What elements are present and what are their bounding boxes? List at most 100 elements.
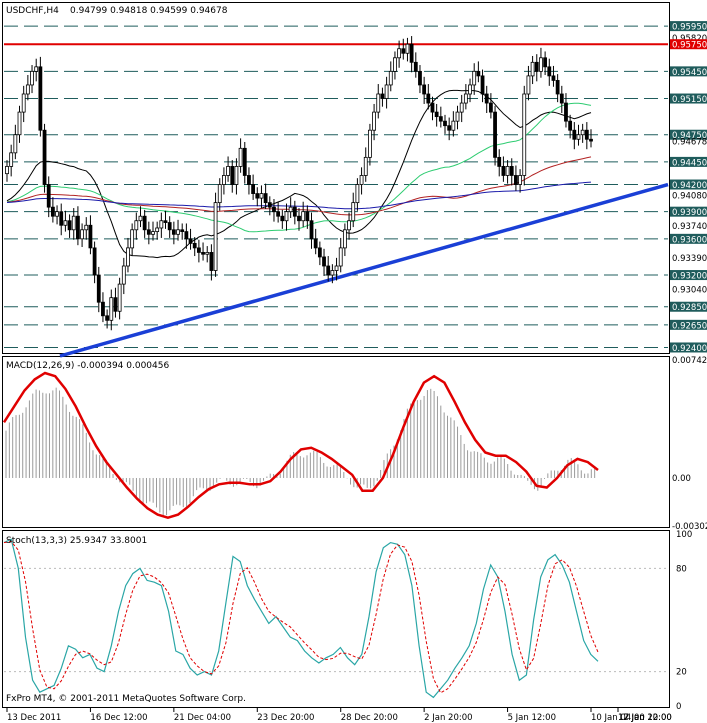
- candle-body: [443, 120, 447, 127]
- candle-body: [67, 220, 72, 231]
- candle-body: [301, 211, 306, 222]
- time-tick-label: 2 Jan 20:00: [424, 713, 472, 723]
- candle-body: [501, 166, 506, 176]
- candle-body: [101, 301, 105, 317]
- candles: [5, 36, 593, 331]
- candle-body: [363, 156, 368, 176]
- stoch-tick-label: 0: [676, 702, 681, 712]
- candle-body: [121, 265, 126, 285]
- stoch-tick-label: 80: [676, 564, 687, 574]
- price-tick-label: 0.95150: [672, 95, 707, 105]
- candle-body: [497, 156, 502, 167]
- price-badge: [670, 301, 707, 312]
- candle-body: [430, 102, 435, 113]
- candle-body: [84, 224, 89, 231]
- candle-body: [309, 220, 314, 240]
- candle-body: [476, 70, 481, 77]
- price-tick-label: 0.94080: [672, 191, 707, 201]
- candle-body: [330, 270, 335, 276]
- candle-body: [92, 247, 97, 276]
- candle-body: [376, 93, 381, 113]
- candle-body: [34, 66, 39, 72]
- candle-body: [426, 93, 431, 104]
- price-tick-label: 0.95750: [672, 41, 707, 51]
- candle-body: [55, 211, 59, 217]
- stoch-levels: [4, 567, 668, 673]
- price-tick-label: 0.93040: [672, 286, 707, 296]
- price-tick-label: 0.93740: [672, 222, 707, 232]
- candle-body: [167, 222, 172, 231]
- candle-body: [409, 43, 414, 63]
- price-tick-label: 0.94450: [672, 158, 707, 168]
- candle-body: [113, 297, 118, 312]
- candle-body: [159, 220, 164, 229]
- price-badge: [670, 233, 707, 244]
- time-tick-label: 17 Jan 12:00: [618, 713, 672, 723]
- candle-body: [384, 84, 389, 99]
- candle-body: [76, 215, 80, 240]
- candle-body: [322, 256, 326, 267]
- candle-body: [71, 215, 76, 231]
- candle-body: [213, 202, 218, 271]
- candle-body: [284, 211, 289, 222]
- candle-body: [584, 129, 589, 140]
- stoch-signal: [3, 540, 599, 694]
- candle-body: [205, 252, 210, 255]
- candle-body: [359, 175, 364, 185]
- price-tick-label: 0.94200: [672, 181, 707, 191]
- candle-body: [534, 61, 539, 72]
- candle-body: [368, 129, 372, 158]
- stoch-main: [3, 538, 599, 699]
- price-badge: [670, 66, 707, 77]
- candle-body: [5, 166, 9, 175]
- candle-body: [242, 147, 247, 176]
- candle-body: [397, 48, 402, 59]
- candle-body: [130, 229, 135, 249]
- candle-body: [188, 238, 193, 244]
- price-badge: [670, 342, 707, 353]
- candle-body: [551, 75, 556, 81]
- candle-body: [226, 166, 230, 176]
- candle-body: [388, 70, 393, 86]
- candle-body: [126, 247, 130, 267]
- candle-body: [347, 220, 351, 231]
- candle-body: [163, 220, 168, 223]
- price-tick-label: 0.93600: [672, 235, 707, 245]
- candle-body: [280, 215, 285, 222]
- price-tick-label: 0.95950: [672, 23, 707, 33]
- candle-body: [155, 227, 160, 232]
- candle-body: [201, 252, 205, 255]
- moving-average-line: [6, 89, 592, 259]
- candle-body: [468, 84, 472, 95]
- price-tick-label: 0.93200: [672, 272, 707, 282]
- candle-body: [251, 184, 256, 194]
- candle-body: [230, 166, 235, 185]
- candle-body: [9, 152, 14, 167]
- trendline: [59, 182, 669, 358]
- macd-panel: [2, 356, 670, 528]
- candle-body: [96, 274, 101, 303]
- candle-body: [176, 229, 180, 235]
- candle-body: [338, 247, 343, 267]
- price-badge: [670, 129, 707, 140]
- price-tick-label: 0.93390: [672, 254, 707, 264]
- candle-body: [30, 70, 34, 86]
- price-tick-label: 0.92850: [672, 303, 707, 313]
- price-tick-label: 0.94750: [672, 131, 707, 141]
- candle-body: [518, 175, 522, 185]
- candle-body: [117, 283, 122, 312]
- candle-body: [259, 193, 264, 199]
- candle-body: [405, 43, 410, 54]
- candle-body: [180, 229, 185, 233]
- candle-body: [505, 166, 510, 176]
- time-tick-label: 28 Dec 20:00: [341, 713, 398, 723]
- candle-body: [572, 129, 577, 140]
- candle-body: [17, 111, 22, 136]
- candle-body: [580, 129, 585, 136]
- time-tick-label: 10 Jan 04:00: [591, 713, 645, 723]
- candle-body: [142, 215, 147, 231]
- price-tick-label: 0.93900: [672, 208, 707, 218]
- candle-body: [13, 134, 18, 154]
- candle-body: [276, 211, 281, 217]
